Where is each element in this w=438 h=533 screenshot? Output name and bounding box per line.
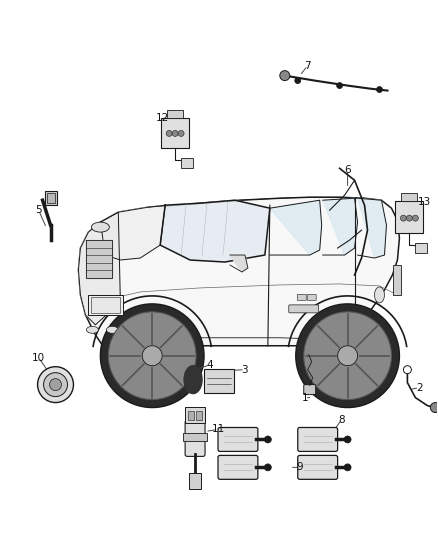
Circle shape	[337, 83, 343, 88]
Polygon shape	[323, 198, 357, 255]
FancyBboxPatch shape	[161, 118, 189, 148]
Polygon shape	[357, 198, 386, 258]
FancyBboxPatch shape	[45, 191, 57, 205]
Circle shape	[295, 78, 301, 84]
Ellipse shape	[92, 222, 110, 232]
Ellipse shape	[86, 326, 99, 333]
FancyBboxPatch shape	[298, 455, 338, 479]
Ellipse shape	[374, 287, 385, 303]
FancyBboxPatch shape	[196, 410, 202, 419]
FancyBboxPatch shape	[181, 158, 193, 168]
Circle shape	[296, 304, 399, 408]
Polygon shape	[270, 200, 321, 255]
Text: 2: 2	[416, 383, 423, 393]
Text: 3: 3	[242, 365, 248, 375]
FancyBboxPatch shape	[297, 294, 306, 301]
FancyBboxPatch shape	[46, 193, 54, 203]
FancyBboxPatch shape	[189, 473, 201, 489]
Circle shape	[142, 346, 162, 366]
Circle shape	[406, 215, 413, 221]
Circle shape	[265, 436, 271, 443]
Text: 6: 6	[344, 165, 351, 175]
Circle shape	[49, 378, 61, 391]
FancyBboxPatch shape	[415, 243, 427, 253]
FancyBboxPatch shape	[396, 201, 424, 233]
FancyBboxPatch shape	[298, 427, 338, 451]
Circle shape	[265, 464, 271, 471]
FancyBboxPatch shape	[88, 295, 124, 315]
Circle shape	[377, 86, 382, 93]
Polygon shape	[100, 205, 165, 260]
FancyBboxPatch shape	[401, 193, 417, 201]
FancyBboxPatch shape	[307, 294, 316, 301]
FancyBboxPatch shape	[183, 433, 207, 441]
Circle shape	[413, 215, 418, 221]
Circle shape	[166, 131, 172, 136]
Text: 9: 9	[297, 462, 303, 472]
Text: 8: 8	[338, 415, 345, 424]
Text: 12: 12	[155, 114, 169, 124]
FancyBboxPatch shape	[218, 427, 258, 451]
Circle shape	[172, 131, 178, 136]
Circle shape	[38, 367, 74, 402]
Text: 4: 4	[207, 360, 213, 370]
Polygon shape	[78, 212, 120, 325]
Circle shape	[280, 71, 290, 80]
Text: 1: 1	[301, 393, 308, 402]
FancyBboxPatch shape	[304, 385, 316, 394]
Circle shape	[344, 464, 351, 471]
Polygon shape	[184, 366, 202, 393]
FancyBboxPatch shape	[393, 265, 401, 295]
FancyBboxPatch shape	[185, 407, 205, 423]
FancyBboxPatch shape	[204, 369, 234, 393]
FancyBboxPatch shape	[289, 305, 319, 313]
Polygon shape	[86, 240, 112, 278]
Circle shape	[43, 373, 67, 397]
Circle shape	[178, 131, 184, 136]
Text: 10: 10	[32, 353, 45, 363]
Text: 11: 11	[212, 424, 225, 434]
Text: 5: 5	[35, 205, 42, 215]
FancyBboxPatch shape	[167, 110, 183, 118]
FancyBboxPatch shape	[185, 421, 205, 456]
Circle shape	[304, 312, 392, 400]
FancyBboxPatch shape	[188, 410, 194, 419]
FancyBboxPatch shape	[218, 455, 258, 479]
Circle shape	[338, 346, 357, 366]
Circle shape	[344, 436, 351, 443]
Polygon shape	[78, 197, 399, 350]
Circle shape	[403, 366, 411, 374]
Circle shape	[430, 402, 438, 413]
Circle shape	[108, 312, 196, 400]
Text: 7: 7	[304, 61, 311, 71]
Circle shape	[400, 215, 406, 221]
Ellipse shape	[106, 326, 118, 333]
Circle shape	[100, 304, 204, 408]
FancyBboxPatch shape	[92, 297, 120, 313]
Text: 13: 13	[418, 197, 431, 207]
Polygon shape	[230, 255, 248, 272]
Polygon shape	[160, 200, 270, 262]
